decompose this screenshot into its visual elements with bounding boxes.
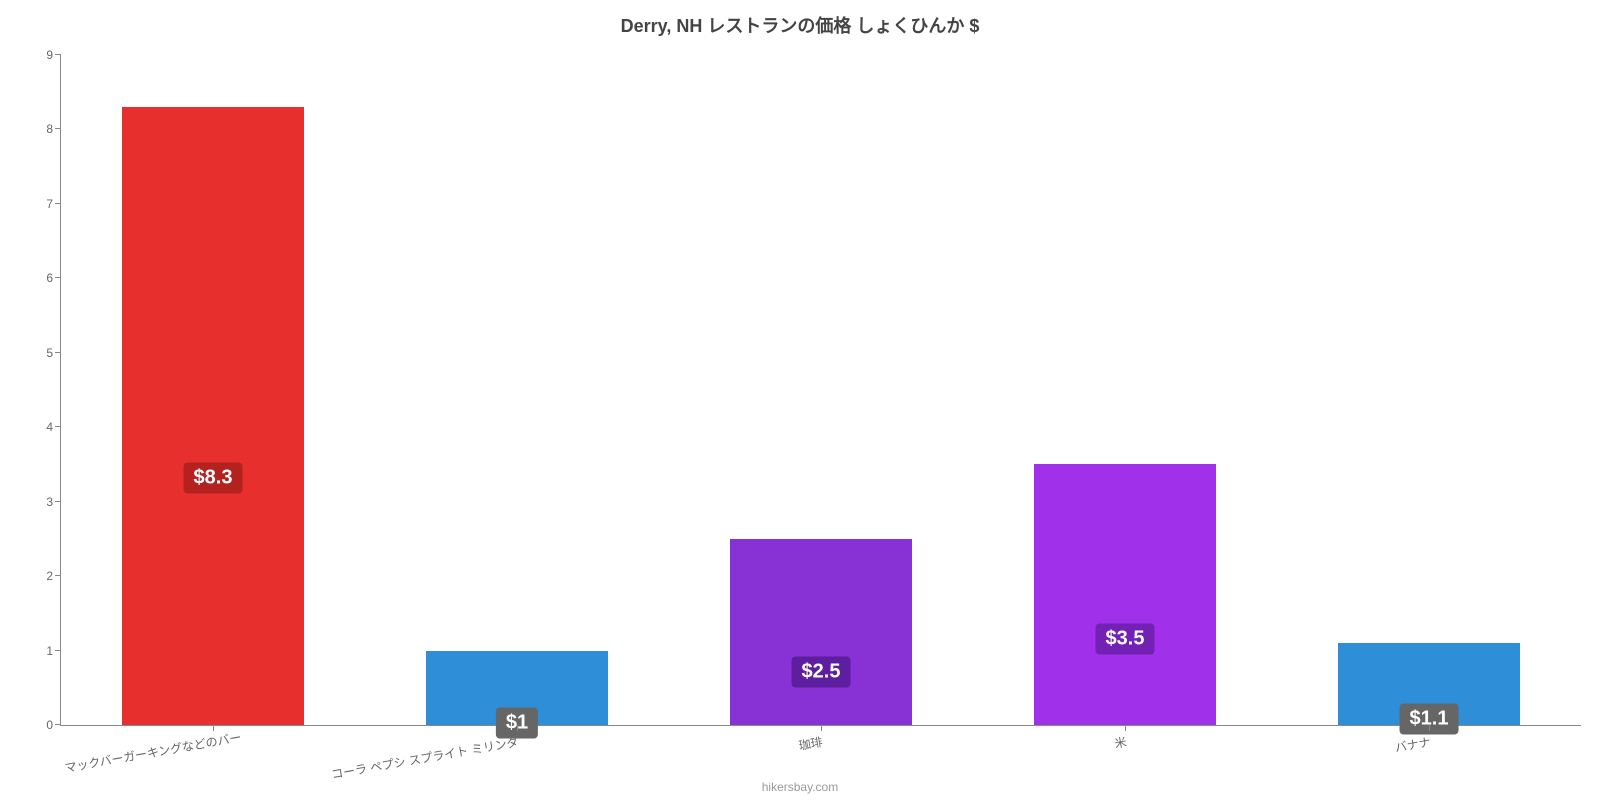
chart-title: Derry, NH レストランの価格 しょくひんか $ <box>0 12 1600 38</box>
y-tick-label: 9 <box>46 48 61 62</box>
y-tick-label: 5 <box>46 346 61 360</box>
x-tick-mark <box>517 725 518 731</box>
y-tick-mark <box>55 54 61 55</box>
y-tick-label: 7 <box>46 197 61 211</box>
bar-value-label: $8.3 <box>184 462 243 493</box>
y-tick-mark <box>55 575 61 576</box>
y-tick-mark <box>55 128 61 129</box>
x-tick-label: マックバーガーキングなどのバー <box>63 733 216 776</box>
y-tick-label: 0 <box>46 718 61 732</box>
bar-value-label: $2.5 <box>792 657 851 688</box>
x-tick-mark <box>1429 725 1430 731</box>
y-tick-mark <box>55 352 61 353</box>
bar[interactable] <box>1034 464 1216 725</box>
y-tick-label: 8 <box>46 122 61 136</box>
y-tick-mark <box>55 650 61 651</box>
attribution-text: hikersbay.com <box>0 780 1600 794</box>
y-tick-label: 2 <box>46 569 61 583</box>
y-tick-label: 3 <box>46 495 61 509</box>
y-tick-mark <box>55 203 61 204</box>
plot-area: 0123456789$8.3マックバーガーキングなどのバー$1コーラ ペプシ ス… <box>60 55 1581 726</box>
y-tick-label: 1 <box>46 644 61 658</box>
bar-value-label: $3.5 <box>1096 623 1155 654</box>
y-tick-mark <box>55 501 61 502</box>
chart-container: Derry, NH レストランの価格 しょくひんか $ 0123456789$8… <box>0 0 1600 800</box>
x-tick-mark <box>1125 725 1126 731</box>
y-tick-mark <box>55 277 61 278</box>
y-tick-label: 4 <box>46 420 61 434</box>
bar[interactable] <box>122 107 304 725</box>
y-tick-label: 6 <box>46 271 61 285</box>
bar[interactable] <box>730 539 912 725</box>
x-tick-mark <box>213 725 214 731</box>
y-tick-mark <box>55 724 61 725</box>
x-tick-mark <box>821 725 822 731</box>
y-tick-mark <box>55 426 61 427</box>
